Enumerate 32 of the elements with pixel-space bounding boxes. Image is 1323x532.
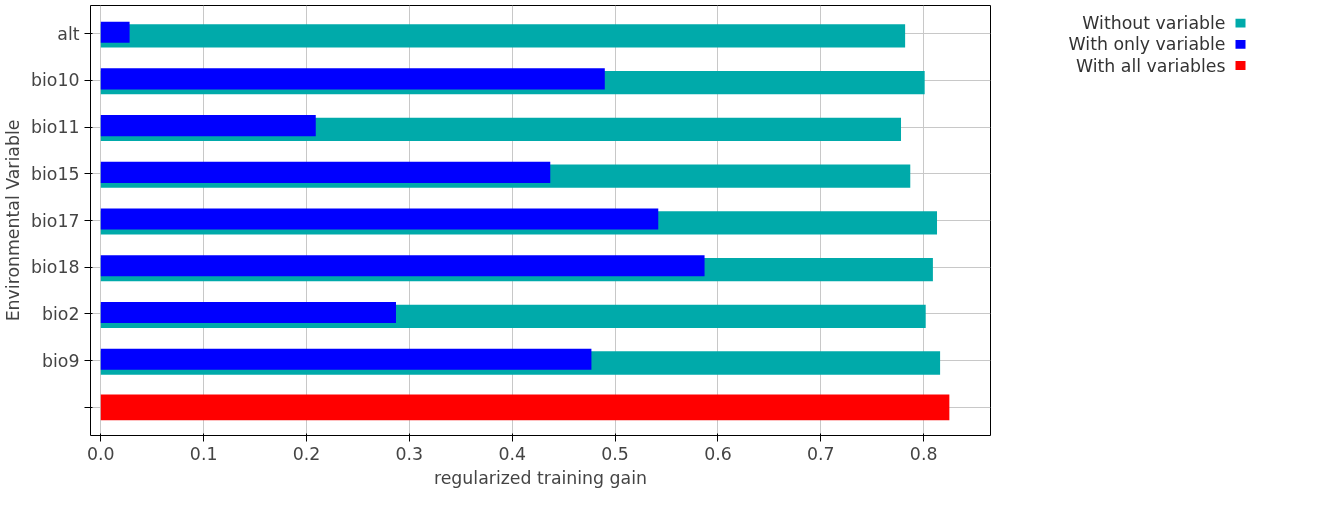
bar bbox=[100, 161, 551, 183]
bar bbox=[100, 394, 950, 421]
y-tick-label: bio17 bbox=[31, 210, 80, 231]
y-tick-label: bio15 bbox=[31, 163, 80, 184]
legend-label: With only variable bbox=[1068, 34, 1226, 55]
x-tick-label: 0.6 bbox=[704, 443, 732, 464]
x-tick-label: 0.1 bbox=[189, 443, 218, 464]
y-tick-label: alt bbox=[57, 23, 80, 44]
x-axis-title: regularized training gain bbox=[433, 467, 648, 488]
y-tick-label: bio18 bbox=[31, 257, 80, 278]
y-tick-label: bio9 bbox=[42, 350, 80, 371]
legend-label: With all variables bbox=[1075, 55, 1226, 76]
x-tick-label: 0.4 bbox=[498, 443, 526, 464]
bar bbox=[100, 68, 605, 90]
bar bbox=[100, 208, 659, 230]
x-tick-label: 0.2 bbox=[292, 443, 321, 464]
x-tick-label: 0.7 bbox=[807, 443, 835, 464]
x-tick-label: 0.3 bbox=[395, 443, 424, 464]
y-tick-label: bio2 bbox=[42, 303, 80, 324]
y-axis-title: Environmental Variable bbox=[3, 119, 24, 322]
bar bbox=[100, 348, 592, 370]
bar bbox=[100, 21, 130, 43]
bar bbox=[100, 115, 316, 137]
y-tick-label: bio10 bbox=[31, 70, 80, 91]
bar bbox=[100, 302, 396, 324]
x-tick-label: 0.8 bbox=[909, 443, 938, 464]
y-tick-label: bio11 bbox=[31, 117, 80, 138]
x-tick-label: 0.0 bbox=[87, 443, 115, 464]
bar bbox=[100, 24, 906, 48]
legend-label: Without variable bbox=[1082, 13, 1226, 34]
x-tick-label: 0.5 bbox=[601, 443, 629, 464]
bar bbox=[100, 255, 705, 277]
